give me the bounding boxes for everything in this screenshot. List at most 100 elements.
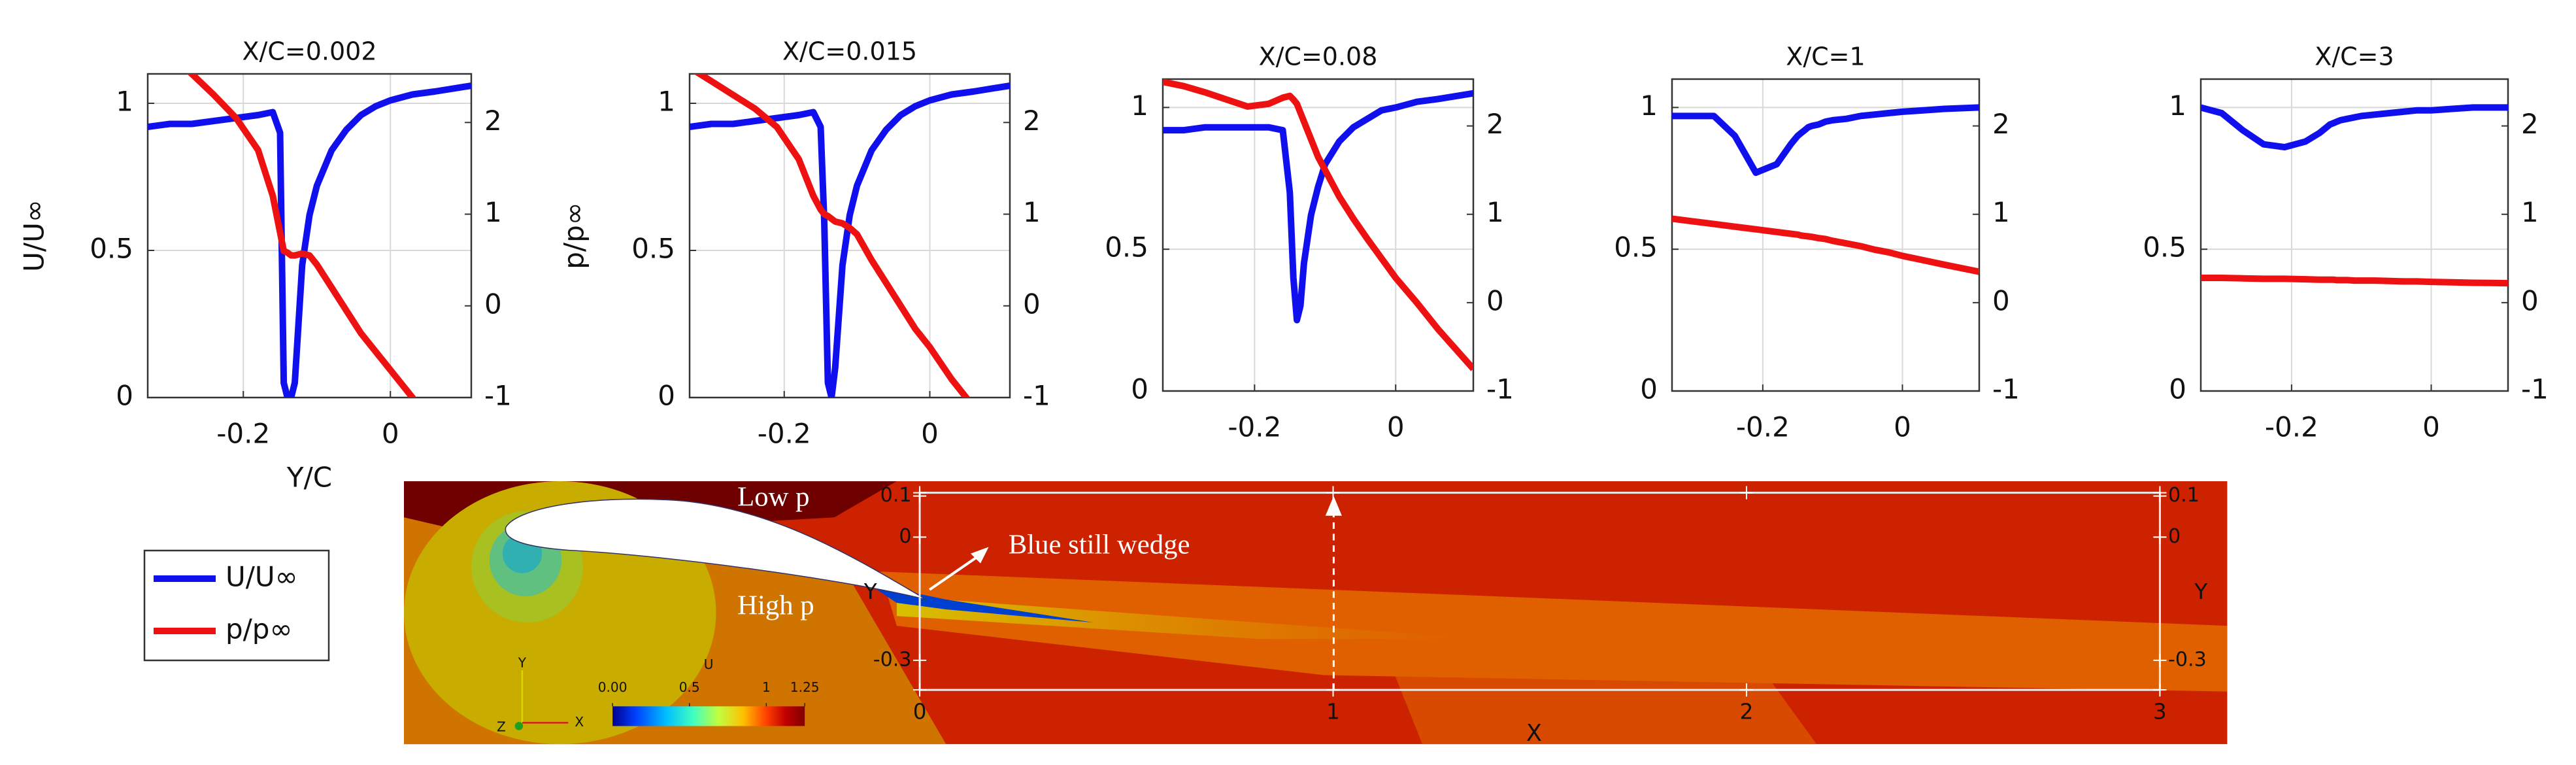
y-tick-label: 0 bbox=[116, 380, 133, 412]
x-tick-label: -0.2 bbox=[758, 418, 811, 450]
wake-core bbox=[896, 596, 1488, 639]
triad-label: Z bbox=[497, 719, 506, 734]
legend-box bbox=[143, 549, 330, 662]
y2-tick-label: 0 bbox=[2521, 284, 2539, 316]
y-tick bbox=[913, 530, 927, 544]
data-line bbox=[1163, 79, 1473, 371]
y2-tick-label: 0 bbox=[1992, 284, 2010, 316]
blue-wedge bbox=[867, 583, 1094, 623]
x-tick bbox=[1326, 683, 1340, 697]
y-axis-label: Y bbox=[2194, 579, 2208, 604]
arrow-head bbox=[1325, 496, 1342, 516]
data-line bbox=[2201, 275, 2508, 287]
y-tick-label: 0 bbox=[2169, 373, 2186, 405]
y-tick-label: 0.5 bbox=[90, 233, 133, 265]
plot-frame bbox=[146, 73, 473, 399]
y-tick-label: 0.1 bbox=[2168, 484, 2200, 507]
chart-title: X/C=0.002 bbox=[243, 37, 377, 66]
y2-tick-label: -1 bbox=[1023, 380, 1050, 412]
y-tick bbox=[913, 489, 927, 503]
y-tick-label: -0.3 bbox=[2168, 648, 2207, 671]
y-tick bbox=[2153, 530, 2167, 544]
triad-origin bbox=[514, 722, 524, 730]
x-tick-label: -0.2 bbox=[216, 418, 270, 450]
plot-area bbox=[1672, 79, 1979, 391]
triad-label: X bbox=[575, 714, 584, 730]
x-tick-label: 3 bbox=[2153, 699, 2167, 724]
y2-tick-label: 2 bbox=[2521, 108, 2539, 140]
annotation-arrow bbox=[929, 552, 983, 591]
x-tick bbox=[2153, 683, 2167, 697]
chart-title: X/C=0.08 bbox=[1259, 42, 1378, 71]
y2-tick-label: 2 bbox=[1486, 108, 1504, 140]
data-line bbox=[1163, 90, 1473, 324]
annotation: Low p bbox=[737, 481, 809, 512]
y2-tick-label: -1 bbox=[2521, 373, 2549, 405]
y-tick-label: 1 bbox=[2169, 90, 2186, 122]
plot-area bbox=[2201, 79, 2508, 391]
x-tick bbox=[1739, 683, 1754, 697]
x-tick-label: 1 bbox=[1326, 699, 1340, 724]
y-tick-label: 1 bbox=[1640, 90, 1658, 122]
plot-frame bbox=[688, 73, 1011, 399]
data-line bbox=[187, 74, 417, 398]
y2-tick-label: -1 bbox=[484, 380, 512, 412]
y-tick-label: 0.1 bbox=[880, 484, 912, 507]
data-line bbox=[148, 82, 471, 398]
annotation: Blue still wedge bbox=[1009, 529, 1190, 560]
y2-tick-label: 1 bbox=[1486, 196, 1504, 228]
chart-title: X/C=0.015 bbox=[782, 37, 917, 66]
y-axis-label: Y bbox=[863, 579, 878, 604]
airfoil bbox=[505, 498, 927, 600]
data-line bbox=[1672, 215, 1979, 275]
y2-tick-label: 1 bbox=[1023, 196, 1041, 228]
y2-tick-label: 0 bbox=[1023, 288, 1041, 320]
y-tick-label: 0 bbox=[899, 525, 911, 548]
x-tick-label: -0.2 bbox=[1736, 411, 1790, 443]
triad-label: Y bbox=[518, 654, 527, 670]
x-tick bbox=[913, 683, 927, 697]
y-tick-label: 1 bbox=[658, 86, 675, 118]
y2-tick-label: 2 bbox=[1023, 105, 1041, 137]
x-tick-label: 0 bbox=[2422, 411, 2440, 443]
colorbar-tick-label: 1 bbox=[762, 679, 771, 695]
y-tick bbox=[913, 653, 927, 667]
colorbar-tick-label: 1.25 bbox=[790, 679, 820, 695]
flow-field: Low p High p Blue still wedge X Y Y Y X … bbox=[404, 481, 2228, 747]
y2-tick-label: -1 bbox=[1992, 373, 2020, 405]
y2-axis-label: p/p∞ bbox=[558, 202, 590, 269]
x-axis-label: X bbox=[1526, 720, 1542, 747]
x-tick bbox=[1739, 486, 1754, 500]
x-tick-label: 0 bbox=[1387, 411, 1405, 443]
colorbar-label: U bbox=[704, 656, 714, 672]
y2-tick-label: 1 bbox=[1992, 196, 2010, 228]
y-tick-label: 0 bbox=[1640, 373, 1658, 405]
legend-label: U/U∞ bbox=[226, 561, 298, 593]
data-line bbox=[1672, 104, 1979, 177]
plot-frame bbox=[1162, 78, 1475, 392]
x-tick-label: 0 bbox=[913, 699, 927, 724]
x-tick-label: 2 bbox=[1740, 699, 1754, 724]
y2-tick-label: 0 bbox=[1486, 284, 1504, 316]
x-tick-label: 0 bbox=[1894, 411, 1911, 443]
legend-label: p/p∞ bbox=[226, 613, 292, 645]
y-tick-label: 0.5 bbox=[1105, 231, 1148, 264]
y-tick-label: 0 bbox=[2168, 525, 2181, 548]
y-tick-label: -0.3 bbox=[873, 648, 912, 671]
plot-frame bbox=[2200, 78, 2509, 392]
y-tick-label: 1 bbox=[1131, 90, 1148, 122]
y-tick-label: 0.5 bbox=[631, 233, 675, 265]
y2-tick-label: 2 bbox=[484, 105, 502, 137]
y-tick bbox=[2153, 653, 2167, 667]
y-axis-label: U/U∞ bbox=[18, 199, 50, 272]
y2-tick-label: 2 bbox=[1992, 108, 2010, 140]
plot-frame bbox=[1671, 78, 1981, 392]
x-tick-label: -0.2 bbox=[2265, 411, 2318, 443]
arrow-head bbox=[970, 547, 989, 564]
chart-title: X/C=1 bbox=[1786, 42, 1865, 71]
y-tick-label: 0 bbox=[658, 380, 675, 412]
y-tick-label: 0.5 bbox=[2143, 231, 2186, 264]
colorbar-tick-label: 0.5 bbox=[679, 679, 700, 695]
x-tick-label: -0.2 bbox=[1228, 411, 1281, 443]
